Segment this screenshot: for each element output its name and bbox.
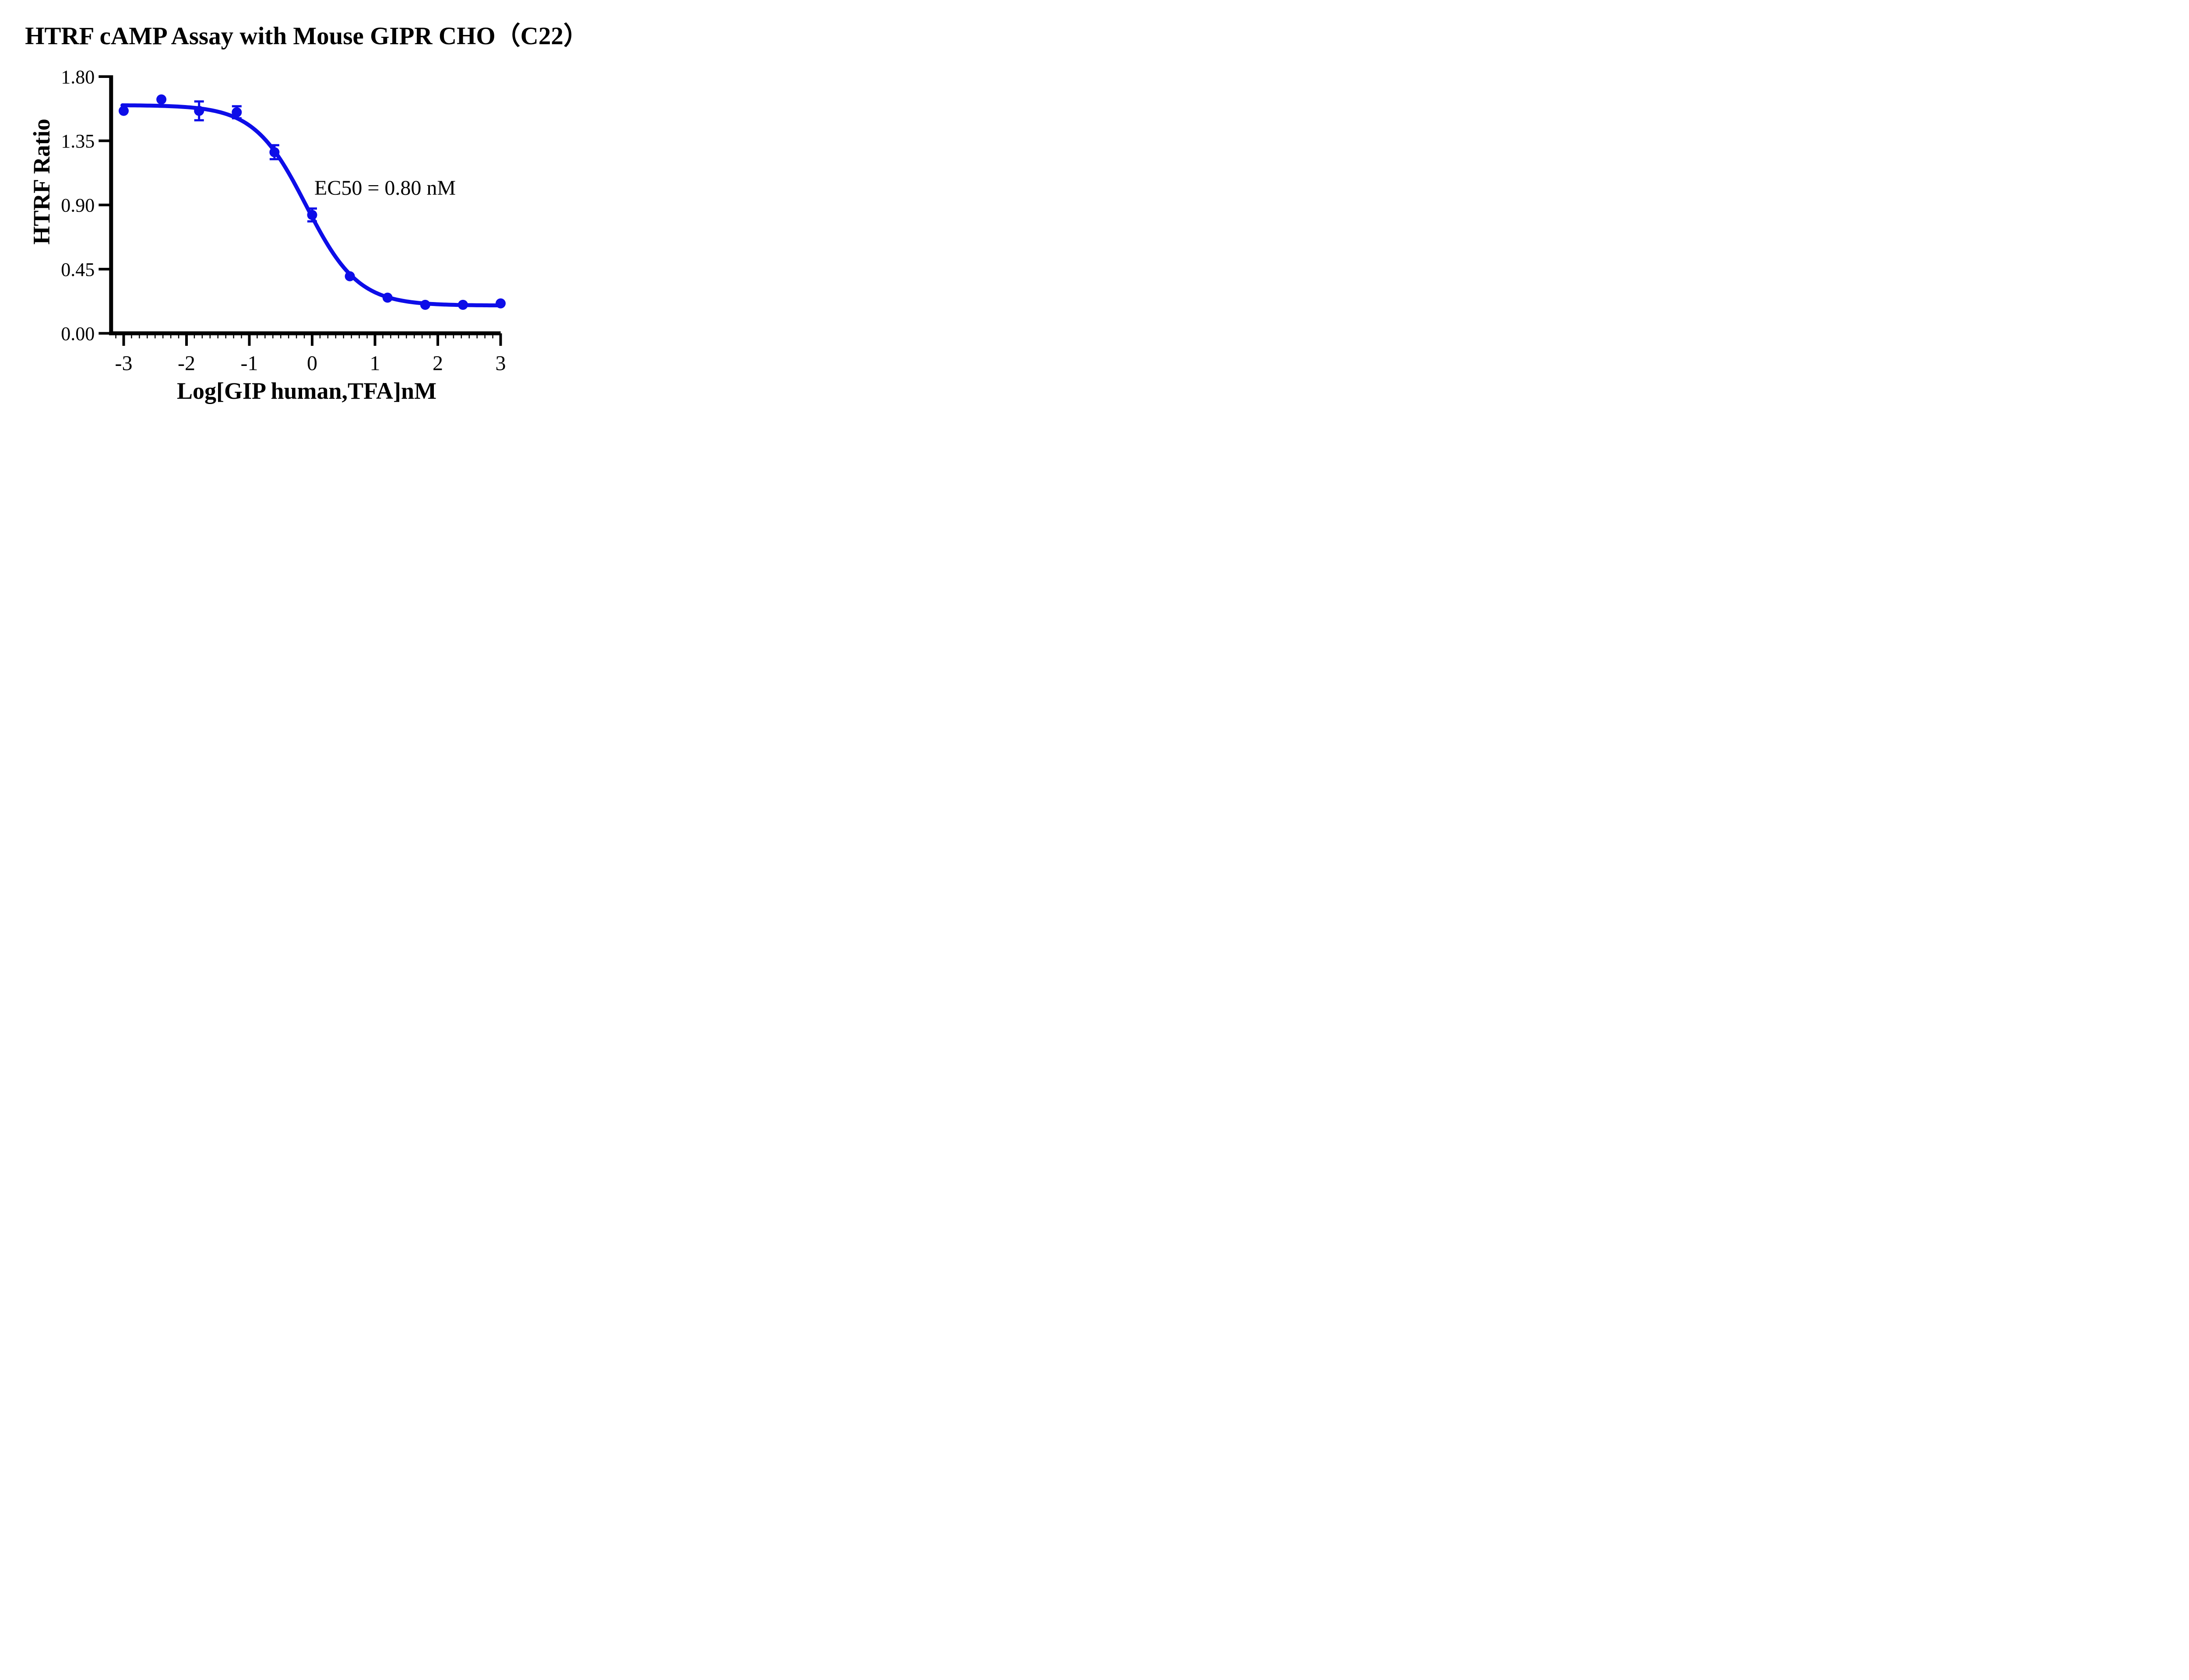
ec50-annotation: EC50 = 0.80 nM	[314, 176, 456, 200]
y-tick-label: 1.80	[61, 66, 95, 88]
data-point-marker	[232, 107, 242, 117]
data-point-marker	[345, 271, 355, 281]
data-point-marker	[119, 105, 129, 116]
plot-area: 1.80 1.35 0.90 0.45 0.00 -3 -2 -1 0 1 2 3	[61, 66, 506, 375]
y-tick-label: 0.00	[61, 323, 95, 344]
x-axis-title: Log[GIP human,TFA]nM	[176, 378, 437, 404]
y-tick-label: 0.45	[61, 259, 95, 280]
y-tick-label: 0.90	[61, 195, 95, 216]
x-tick-label: 2	[433, 352, 443, 375]
data-point-marker	[156, 94, 167, 105]
data-point-marker	[382, 292, 393, 303]
data-point-marker	[269, 147, 280, 158]
y-tick-label: 1.35	[61, 130, 95, 152]
x-tick-label: -3	[115, 352, 133, 375]
x-tick-label: 0	[307, 352, 317, 375]
dose-response-curve	[120, 103, 502, 308]
x-tick-label: -1	[241, 352, 258, 375]
x-tick-label: 3	[496, 352, 506, 375]
data-point-marker	[496, 298, 506, 309]
x-tick-label: -2	[178, 352, 195, 375]
data-point-marker	[307, 210, 317, 220]
data-point-marker	[458, 299, 468, 310]
chart-title: HTRF cAMP Assay with Mouse GIPR CHO（C22）	[25, 22, 588, 50]
data-point-marker	[420, 299, 430, 310]
chart: HTRF cAMP Assay with Mouse GIPR CHO（C22）…	[0, 0, 613, 420]
data-point-marker	[194, 105, 204, 116]
x-tick-label: 1	[370, 352, 380, 375]
